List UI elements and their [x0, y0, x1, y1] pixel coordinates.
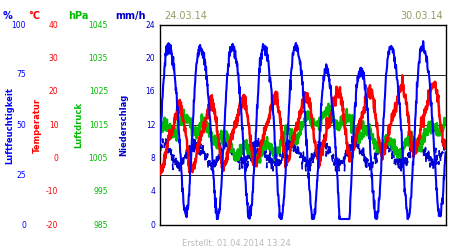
Text: 24: 24 — [146, 20, 155, 30]
Text: 40: 40 — [49, 20, 58, 30]
Text: 995: 995 — [94, 187, 108, 196]
Text: Temperatur: Temperatur — [32, 98, 41, 152]
Text: 1005: 1005 — [89, 154, 108, 163]
Text: 1015: 1015 — [89, 120, 108, 130]
Text: mm/h: mm/h — [115, 11, 145, 21]
Text: 30.03.14: 30.03.14 — [400, 11, 443, 21]
Text: Niederschlag: Niederschlag — [119, 94, 128, 156]
Text: 1025: 1025 — [89, 87, 108, 96]
Text: 0: 0 — [21, 220, 26, 230]
Text: 1045: 1045 — [89, 20, 108, 30]
Text: hPa: hPa — [68, 11, 89, 21]
Text: 985: 985 — [94, 220, 108, 230]
Text: 4: 4 — [150, 187, 155, 196]
Text: %: % — [2, 11, 12, 21]
Text: Luftdruck: Luftdruck — [74, 102, 83, 148]
Text: 100: 100 — [12, 20, 26, 30]
Text: -20: -20 — [46, 220, 58, 230]
Text: 20: 20 — [49, 87, 58, 96]
Text: 1035: 1035 — [89, 54, 108, 63]
Text: 24.03.14: 24.03.14 — [164, 11, 207, 21]
Text: 75: 75 — [16, 70, 26, 80]
Text: 30: 30 — [49, 54, 58, 63]
Text: 16: 16 — [146, 87, 155, 96]
Text: °C: °C — [28, 11, 40, 21]
Text: 20: 20 — [146, 54, 155, 63]
Text: 0: 0 — [150, 220, 155, 230]
Text: 50: 50 — [16, 120, 26, 130]
Text: 8: 8 — [150, 154, 155, 163]
Text: 0: 0 — [54, 154, 58, 163]
Text: 12: 12 — [146, 120, 155, 130]
Text: 25: 25 — [17, 170, 26, 179]
Text: -10: -10 — [46, 187, 58, 196]
Text: Erstellt: 01.04.2014 13:24: Erstellt: 01.04.2014 13:24 — [182, 238, 291, 248]
Text: 10: 10 — [49, 120, 58, 130]
Text: Luftfeuchtigkeit: Luftfeuchtigkeit — [5, 86, 14, 164]
